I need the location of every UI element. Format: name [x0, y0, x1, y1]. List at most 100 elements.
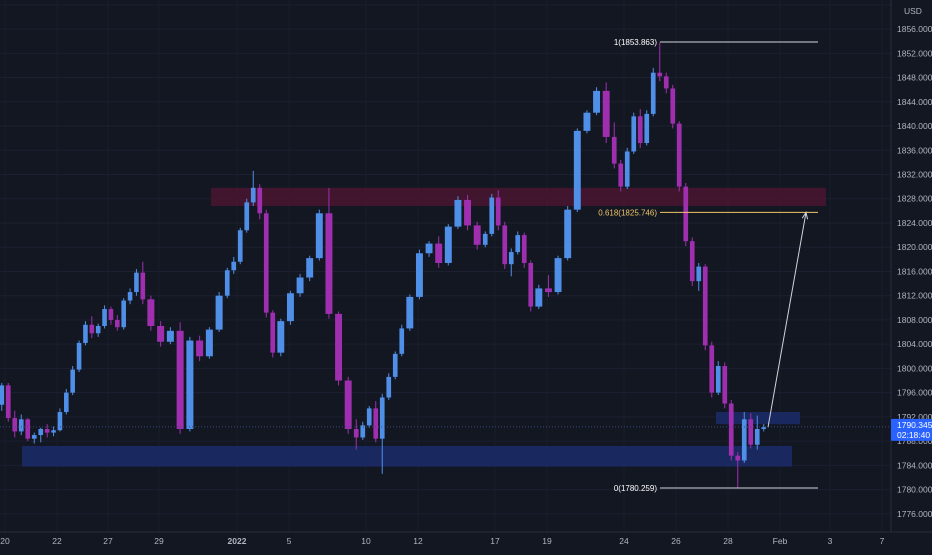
y-tick-label: 1784.000 — [897, 460, 932, 470]
candle-body — [0, 385, 5, 405]
candle-body — [263, 213, 269, 313]
candle-body — [127, 292, 133, 301]
candle-body — [611, 136, 617, 164]
candle-body — [650, 72, 656, 114]
x-tick-label: 24 — [619, 536, 629, 546]
x-axis-bg — [0, 532, 932, 550]
candle-body — [392, 353, 398, 377]
candle-body — [473, 225, 481, 245]
x-tick-label: Feb — [773, 536, 788, 546]
candle-body — [250, 187, 256, 203]
candle-body — [176, 330, 184, 429]
y-tick-label: 1776.000 — [897, 509, 932, 519]
x-axis[interactable]: 20 22 27 29 2022 5 10 12 17 19 24 26 28 Feb 3 7 — [0, 531, 932, 550]
candle-body — [722, 365, 728, 404]
support-zone — [22, 445, 792, 467]
candle-body — [134, 272, 139, 293]
candle-body — [709, 345, 715, 393]
candle-body — [386, 376, 392, 398]
candle-body — [231, 261, 237, 271]
bar-countdown: 02:18:40 — [897, 430, 930, 440]
candle-body — [715, 365, 721, 393]
candle-body — [12, 418, 18, 432]
candle-body — [535, 288, 543, 307]
currency-label: USD — [904, 6, 922, 16]
candle-body — [379, 397, 385, 439]
candle-body — [696, 266, 702, 282]
y-axis[interactable]: 1776.000 1780.000 1784.000 1788.000 1792.000… — [890, 0, 932, 550]
resistance-zone — [211, 187, 826, 207]
candle-body — [57, 412, 63, 431]
y-tick-label: 1792.000 — [897, 412, 932, 422]
x-tick-label: 29 — [154, 536, 164, 546]
candle-body — [573, 130, 581, 210]
fib-level-1-label: 1(1853.863) — [614, 38, 657, 47]
candle-body — [554, 258, 562, 293]
y-tick-label: 1796.000 — [897, 388, 932, 398]
candle-body — [406, 296, 414, 329]
candles — [0, 42, 767, 488]
candle-body — [44, 428, 50, 433]
x-tick-label: 2022 — [228, 536, 247, 546]
y-tick-label: 1840.000 — [897, 121, 932, 131]
x-tick-label: 28 — [723, 536, 733, 546]
candle-body — [83, 324, 88, 343]
projection-arrow-line — [767, 212, 807, 428]
y-tick-label: 1836.000 — [897, 145, 932, 155]
x-tick-label: 20 — [0, 536, 10, 546]
candle-body — [121, 300, 126, 328]
candle-body — [257, 187, 263, 214]
candle-body — [748, 419, 754, 445]
candle-body — [583, 112, 591, 131]
candle-body — [166, 330, 174, 342]
y-tick-label: 1852.000 — [897, 48, 932, 58]
y-tick-label: 1824.000 — [897, 218, 932, 228]
candle-body — [515, 235, 521, 253]
y-tick-label: 1848.000 — [897, 73, 932, 83]
candle-body — [277, 321, 285, 353]
x-tick-label: 19 — [542, 536, 552, 546]
candle-body — [237, 230, 243, 262]
y-tick-label: 1828.000 — [897, 194, 932, 204]
candle-body — [689, 241, 695, 282]
candle-body — [270, 312, 276, 353]
candle-body — [147, 299, 155, 326]
y-tick-label: 1780.000 — [897, 485, 932, 495]
candle-body — [593, 90, 601, 113]
y-axis-bg — [891, 0, 932, 550]
y-tick-label: 1820.000 — [897, 242, 932, 252]
candle-body — [489, 197, 495, 234]
x-tick-label: 3 — [828, 536, 833, 546]
candle-body — [140, 272, 146, 300]
candle-body — [663, 76, 669, 89]
candle-body — [464, 199, 472, 226]
last-price-tag: 1790.345 02:18:40 — [891, 418, 932, 441]
candle-body — [657, 72, 663, 77]
candle-body — [360, 425, 366, 438]
candle-body — [502, 225, 508, 265]
fib-level-0-label: 0(1780.259) — [614, 484, 657, 493]
overlays: 1(1853.863) 0.618(1825.746) 0(1780.259) — [0, 38, 891, 493]
candle-body — [306, 258, 314, 278]
y-tick-label: 1816.000 — [897, 266, 932, 276]
candle-body — [735, 455, 741, 461]
candle-body — [224, 270, 230, 296]
candle-body — [115, 319, 120, 328]
candle-body — [315, 213, 323, 259]
candle-body — [25, 419, 31, 439]
candle-body — [196, 340, 204, 357]
candle-body — [761, 427, 767, 429]
projection-arrow-head — [801, 211, 809, 220]
candle-body — [38, 428, 44, 436]
price-tag-bg — [891, 418, 932, 441]
y-tick-label: 1808.000 — [897, 315, 932, 325]
candle-body — [508, 252, 514, 265]
candle-body — [676, 123, 682, 187]
candle-body — [186, 340, 194, 429]
candle-body — [31, 435, 37, 439]
candle-body — [631, 116, 637, 152]
candle-body — [102, 309, 107, 326]
